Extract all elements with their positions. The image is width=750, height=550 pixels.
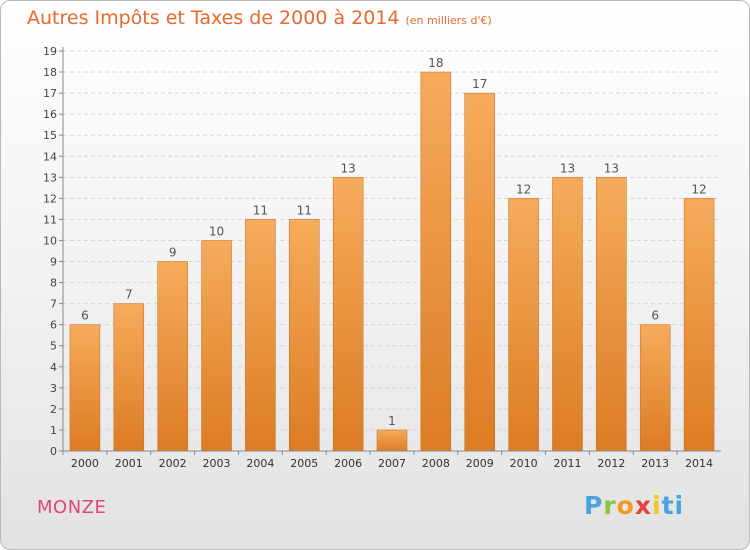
bar — [201, 240, 232, 452]
x-axis-ticks: 2000 2001 2002 2003 2004 2005 2006 2007 2008 2009… — [62, 451, 713, 470]
data-label: 12 — [516, 182, 531, 196]
x-tick-label: 2000 — [71, 457, 99, 470]
bar — [157, 261, 188, 452]
y-tick-label: 11 — [43, 213, 57, 226]
y-tick-label: 16 — [43, 108, 57, 121]
y-tick-label: 0 — [50, 445, 57, 458]
chart-title: Autres Impôts et Taxes de 2000 à 2014 (en… — [27, 7, 492, 29]
data-label: 17 — [472, 77, 487, 91]
bar — [113, 303, 145, 452]
y-tick-label: 15 — [43, 129, 57, 142]
x-tick-label: 2003 — [203, 457, 231, 470]
data-label: 9 — [169, 246, 177, 260]
data-label: 10 — [209, 224, 224, 238]
logo-letter: i — [652, 491, 662, 520]
y-tick-label: 8 — [50, 277, 57, 290]
bars — [69, 71, 715, 452]
bar — [69, 324, 101, 452]
x-tick-label: 2005 — [290, 457, 318, 470]
y-tick-label: 10 — [43, 234, 57, 247]
y-tick-label: 17 — [43, 87, 57, 100]
bar — [508, 198, 539, 452]
y-tick-label: 4 — [50, 361, 57, 374]
x-tick-label: 2004 — [246, 457, 274, 470]
logo-letter: o — [616, 491, 635, 520]
x-tick-label: 2001 — [115, 457, 143, 470]
data-label: 6 — [651, 309, 659, 323]
y-tick-label: 1 — [50, 424, 57, 437]
x-tick-label: 2006 — [334, 457, 362, 470]
x-tick-label: 2014 — [685, 457, 713, 470]
y-tick-label: 13 — [43, 171, 57, 184]
y-tick-label: 19 — [43, 45, 57, 58]
bar — [639, 324, 671, 452]
logo-letter: P — [584, 491, 604, 520]
chart-title-text: Autres Impôts et Taxes de 2000 à 2014 — [27, 7, 400, 29]
x-tick-label: 2008 — [422, 457, 450, 470]
y-tick-label: 9 — [50, 256, 57, 269]
bar — [552, 177, 583, 452]
y-tick-label: 14 — [43, 150, 57, 163]
logo-letter: r — [603, 491, 617, 520]
bar — [289, 219, 320, 452]
data-label: 12 — [691, 182, 706, 196]
data-label: 18 — [428, 56, 443, 70]
y-tick-label: 12 — [43, 192, 57, 205]
bar — [420, 71, 452, 452]
data-label: 13 — [604, 161, 619, 175]
proxiti-logo: Proxiti — [584, 491, 684, 520]
y-tick-label: 7 — [50, 298, 57, 311]
bar — [332, 177, 364, 452]
y-tick-label: 3 — [50, 382, 57, 395]
x-tick-label: 2013 — [641, 457, 669, 470]
place-name: MONZE — [37, 497, 107, 518]
bar — [464, 92, 495, 452]
data-labels: 6 7 9 10 11 11 13 1 18 17 12 13 13 6 12 — [81, 56, 707, 428]
chart-unit-label: (en milliers d'€) — [405, 14, 492, 27]
logo-letter: ti — [661, 491, 685, 520]
data-label: 7 — [125, 288, 133, 302]
x-tick-label: 2012 — [597, 457, 625, 470]
logo-letter: x — [634, 491, 652, 520]
data-label: 11 — [297, 203, 312, 217]
y-tick-label: 18 — [43, 66, 57, 79]
bar — [376, 429, 408, 452]
bar — [245, 219, 276, 452]
data-label: 11 — [253, 203, 268, 217]
x-tick-label: 2009 — [466, 457, 494, 470]
y-tick-label: 2 — [50, 403, 57, 416]
x-tick-label: 2002 — [159, 457, 187, 470]
y-tick-label: 6 — [50, 319, 57, 332]
bar — [683, 198, 715, 452]
y-tick-label: 5 — [50, 340, 57, 353]
x-tick-label: 2010 — [510, 457, 538, 470]
data-label: 13 — [340, 161, 355, 175]
bar — [596, 177, 627, 452]
x-tick-label: 2011 — [553, 457, 581, 470]
data-label: 6 — [81, 309, 89, 323]
x-tick-label: 2007 — [378, 457, 406, 470]
data-label: 13 — [560, 161, 575, 175]
data-label: 1 — [388, 414, 396, 428]
